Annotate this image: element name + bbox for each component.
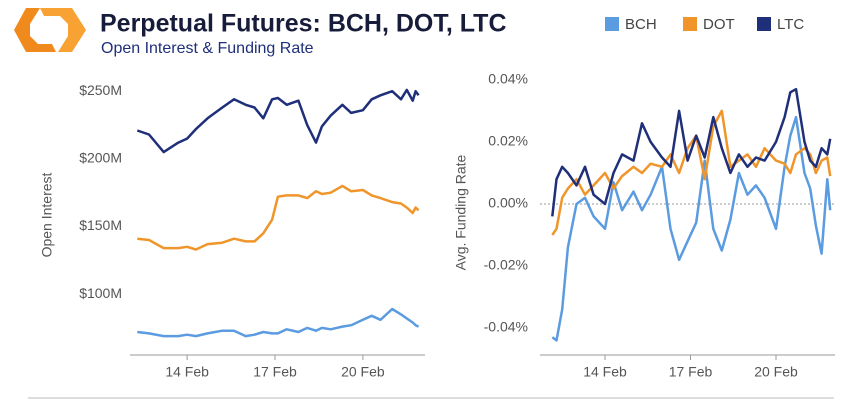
series-line: [137, 307, 420, 338]
y-axis-title: Open Interest: [39, 172, 55, 257]
y-tick-label: $150M: [79, 217, 122, 233]
title: Perpetual Futures: BCH, DOT, LTC: [100, 10, 507, 38]
logo-part: [14, 8, 56, 52]
y-axis-title: Avg. Funding Rate: [453, 154, 469, 270]
x-tick-label: 17 Feb: [253, 364, 297, 380]
y-tick-label: -0.04%: [484, 319, 528, 335]
x-tick-label: 20 Feb: [754, 364, 798, 380]
legend-label: BCH: [625, 16, 657, 33]
logo-part: [40, 8, 86, 52]
x-tick-label: 20 Feb: [341, 364, 385, 380]
series-line: [551, 115, 832, 342]
x-tick-label: 17 Feb: [669, 364, 713, 380]
x-tick-label: 14 Feb: [165, 364, 209, 380]
logo: [14, 8, 86, 52]
y-tick-label: $100M: [79, 285, 122, 301]
y-tick-label: 0.04%: [488, 71, 528, 87]
legend-label: LTC: [777, 16, 804, 33]
legend-label: DOT: [703, 16, 735, 33]
legend-swatch: [605, 17, 619, 31]
legend-swatch: [757, 17, 771, 31]
x-tick-label: 14 Feb: [583, 364, 627, 380]
series-line: [136, 88, 420, 154]
subtitle: Open Interest & Funding Rate: [101, 40, 314, 57]
legend-swatch: [683, 17, 697, 31]
series-line: [137, 184, 420, 251]
y-tick-label: 0.00%: [488, 195, 528, 211]
y-tick-label: $200M: [79, 150, 122, 166]
y-tick-label: -0.02%: [484, 257, 528, 273]
y-tick-label: $250M: [79, 82, 122, 98]
y-tick-label: 0.02%: [488, 133, 528, 149]
series-line: [551, 87, 832, 217]
